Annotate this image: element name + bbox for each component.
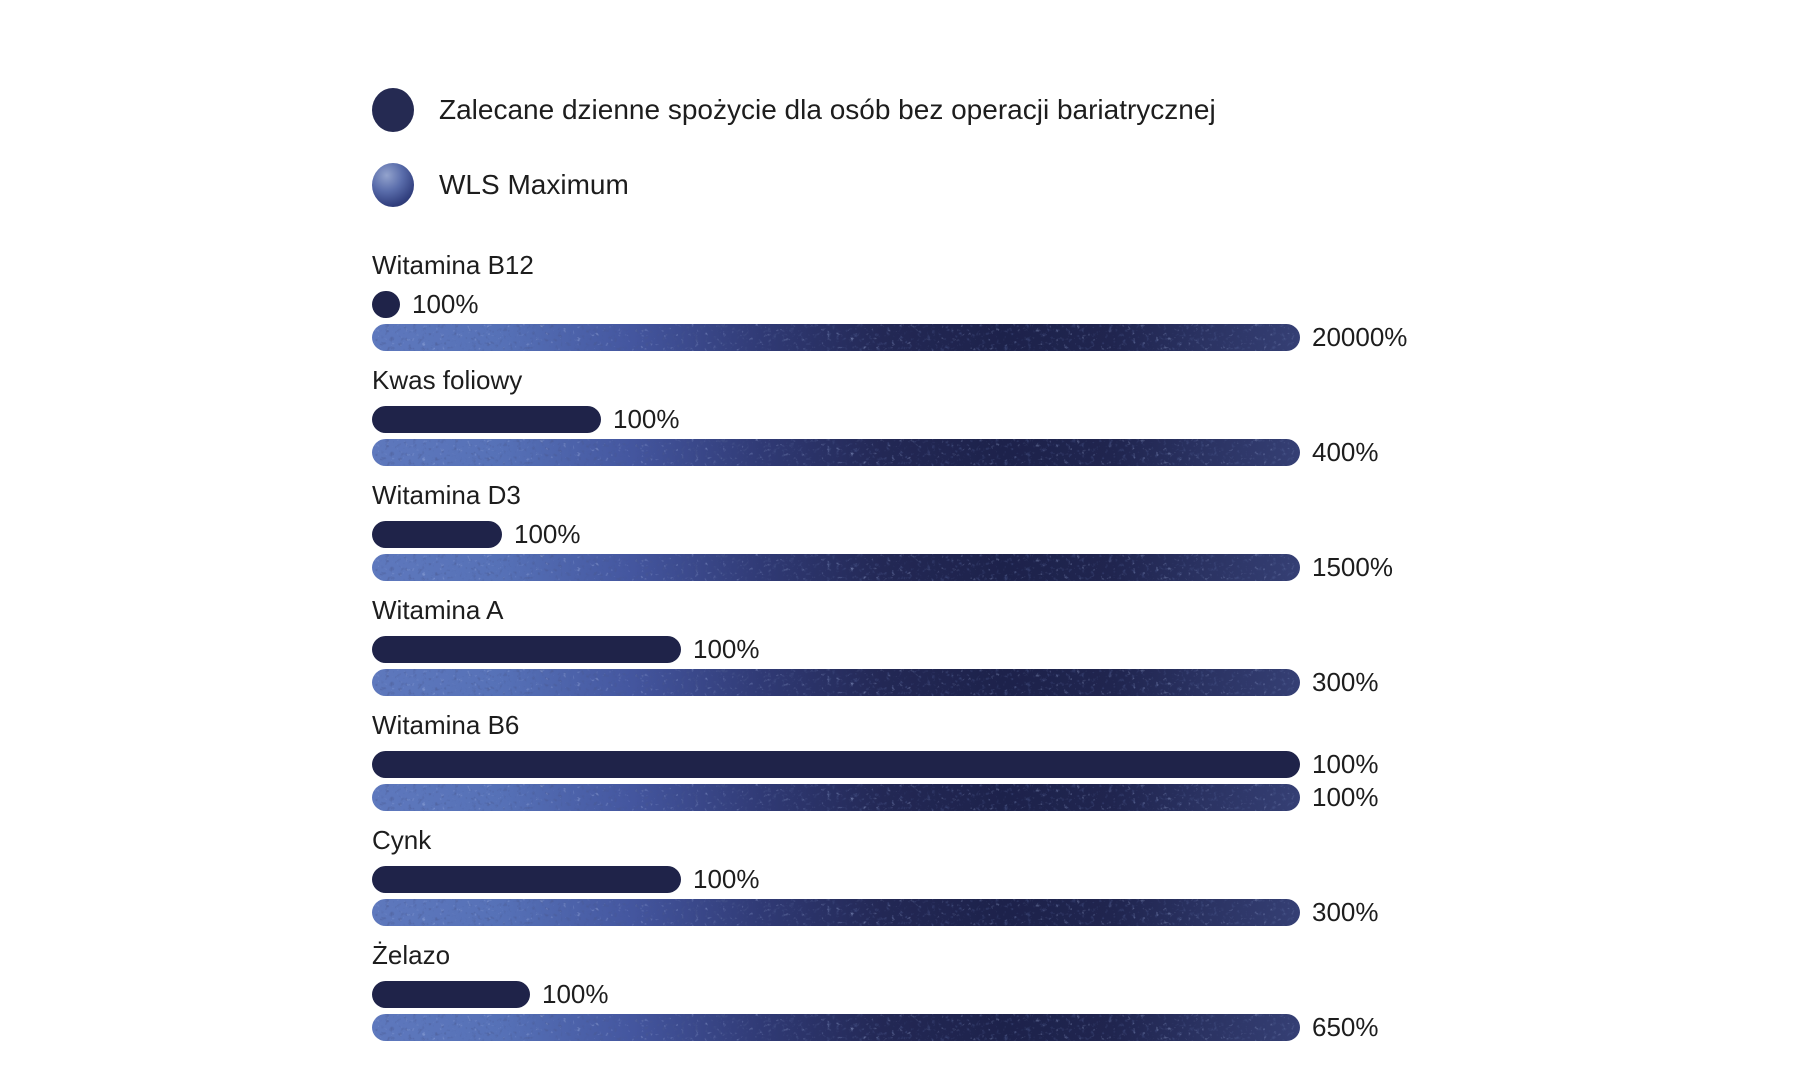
recommended-value-label: 100% [693, 633, 760, 664]
wls-maximum-bar [372, 668, 1300, 696]
legend-label-recommended: Zalecane dzienne spożycie dla osób bez o… [439, 94, 1216, 125]
wls-bar-line: 400% [372, 436, 1772, 467]
recommended-value-label: 100% [613, 403, 680, 434]
wls-bar-line: 300% [372, 896, 1772, 927]
noise-texture [372, 1013, 1300, 1041]
noise-texture [372, 783, 1300, 811]
recommended-bar [372, 980, 530, 1008]
wls-value-label: 400% [1312, 436, 1379, 467]
chart-row: Witamina B12 100% 20000% [372, 250, 1772, 352]
wls-swatch-sphere-icon [372, 163, 414, 207]
wls-value-label: 650% [1312, 1011, 1379, 1042]
noise-texture [372, 438, 1300, 466]
recommended-value-label: 100% [693, 863, 760, 894]
noise-texture [372, 668, 1300, 696]
legend-item-wls-maximum: WLS Maximum [372, 163, 1216, 207]
category-label: Witamina A [372, 595, 504, 625]
chart-row: Witamina A 100% 300% [372, 595, 1772, 697]
wls-value-label: 300% [1312, 666, 1379, 697]
recommended-bar [372, 405, 601, 433]
category-label: Witamina B6 [372, 710, 520, 740]
legend-item-recommended: Zalecane dzienne spożycie dla osób bez o… [372, 88, 1216, 132]
chart-row: Witamina B6 100% 100% [372, 710, 1772, 812]
category-label: Kwas foliowy [372, 365, 523, 395]
chart-row: Kwas foliowy 100% 400% [372, 365, 1772, 467]
recommended-bar-line: 100% [372, 518, 1772, 549]
noise-texture [372, 323, 1300, 351]
wls-maximum-bar [372, 898, 1300, 926]
chart-row: Witamina D3 100% 1500% [372, 480, 1772, 582]
wls-maximum-bar [372, 1013, 1300, 1041]
legend: Zalecane dzienne spożycie dla osób bez o… [372, 88, 1216, 207]
chart-row: Cynk 100% 300% [372, 825, 1772, 927]
wls-maximum-bar [372, 438, 1300, 466]
wls-value-label: 100% [1312, 781, 1379, 812]
wls-value-label: 20000% [1312, 321, 1408, 352]
recommended-bar-line: 100% [372, 863, 1772, 894]
wls-bar-line: 300% [372, 666, 1772, 697]
recommended-value-label: 100% [412, 288, 479, 319]
recommended-bar-line: 100% [372, 748, 1772, 779]
category-label: Żelazo [372, 940, 451, 970]
wls-maximum-bar [372, 553, 1300, 581]
recommended-swatch-circle-icon [372, 88, 414, 132]
recommended-value-label: 100% [514, 518, 581, 549]
wls-bar-line: 20000% [372, 321, 1772, 352]
wls-maximum-bar [372, 783, 1300, 811]
recommended-bar [372, 520, 502, 548]
wls-value-label: 300% [1312, 896, 1379, 927]
recommended-bar-line: 100% [372, 403, 1772, 434]
recommended-value-label: 100% [1312, 748, 1379, 779]
category-label: Witamina D3 [372, 480, 521, 510]
recommended-value-label: 100% [542, 978, 609, 1009]
legend-label-wls-maximum: WLS Maximum [439, 169, 629, 200]
category-label: Cynk [372, 825, 432, 855]
noise-texture [372, 553, 1300, 581]
recommended-bar [372, 750, 1300, 778]
recommended-bar [372, 290, 400, 318]
recommended-bar-line: 100% [372, 978, 1772, 1009]
wls-value-label: 1500% [1312, 551, 1393, 582]
recommended-bar [372, 865, 681, 893]
recommended-bar-line: 100% [372, 288, 1772, 319]
noise-texture [372, 898, 1300, 926]
recommended-bar-line: 100% [372, 633, 1772, 664]
wls-maximum-bar [372, 323, 1300, 351]
category-label: Witamina B12 [372, 250, 534, 280]
chart-row: Żelazo 100% 650% [372, 940, 1772, 1042]
recommended-bar [372, 635, 681, 663]
wls-bar-line: 100% [372, 781, 1772, 812]
wls-bar-line: 1500% [372, 551, 1772, 582]
bar-chart: Witamina B12 100% 20000% Kwas foliowy 10 [372, 250, 1772, 1055]
wls-bar-line: 650% [372, 1011, 1772, 1042]
